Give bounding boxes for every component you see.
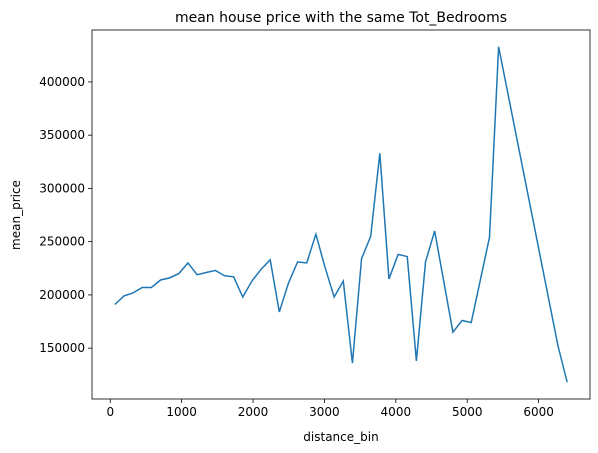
x-tick-label: 5000: [452, 405, 483, 419]
plot-frame: [91, 29, 591, 400]
x-tick-label: 6000: [523, 405, 554, 419]
y-tick-label: 200000: [39, 288, 85, 302]
x-tick-label: 2000: [238, 405, 269, 419]
chart-title: mean house price with the same Tot_Bedro…: [175, 10, 507, 26]
x-axis-label: distance_bin: [303, 430, 378, 444]
y-axis-label: mean_price: [9, 180, 23, 250]
x-tick-label: 3000: [309, 405, 340, 419]
data-line: [114, 46, 568, 383]
x-tick-label: 0: [106, 405, 114, 419]
x-tick-label: 4000: [381, 405, 412, 419]
x-tick-label: 1000: [166, 405, 197, 419]
y-tick-label: 250000: [39, 235, 85, 249]
y-tick-label: 300000: [39, 181, 85, 195]
y-tick-label: 350000: [39, 128, 85, 142]
y-tick-label: 150000: [39, 341, 85, 355]
y-tick-label: 400000: [39, 75, 85, 89]
